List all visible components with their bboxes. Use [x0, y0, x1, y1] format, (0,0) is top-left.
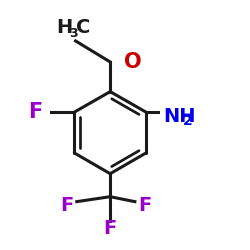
Text: C: C	[76, 18, 90, 37]
Text: 2: 2	[183, 114, 193, 128]
Text: F: F	[28, 102, 43, 122]
Text: F: F	[60, 196, 74, 215]
Text: F: F	[104, 219, 117, 238]
Text: H: H	[56, 18, 72, 37]
Text: O: O	[124, 52, 141, 72]
Text: NH: NH	[163, 107, 196, 126]
Text: F: F	[138, 196, 151, 215]
Text: 3: 3	[70, 27, 78, 40]
